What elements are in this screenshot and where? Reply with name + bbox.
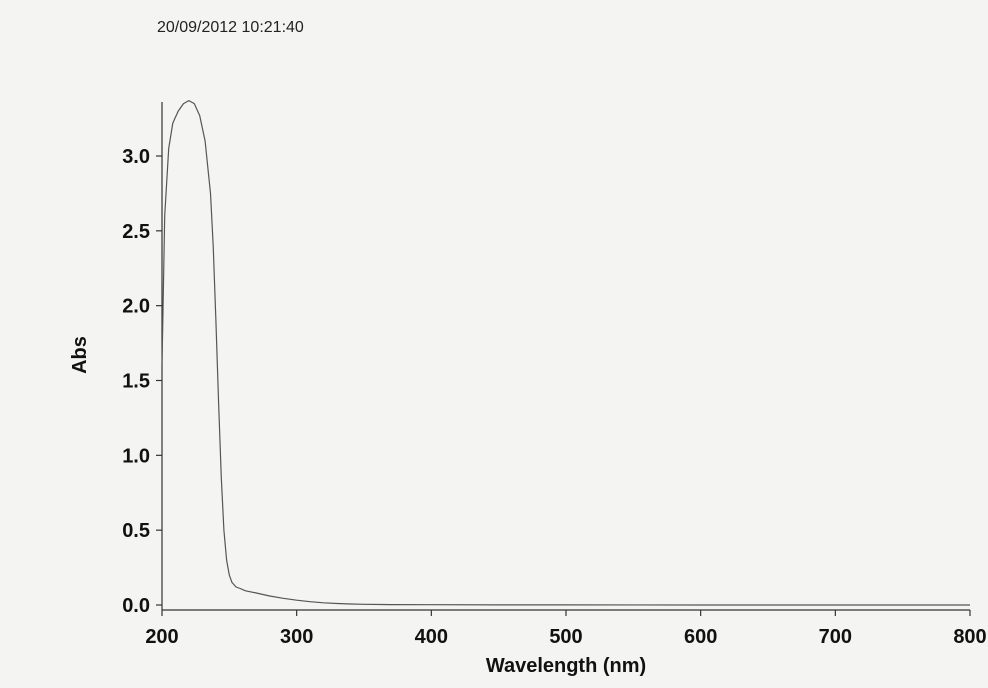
x-tick-label: 200 <box>145 626 178 648</box>
x-tick-label: 700 <box>819 626 852 648</box>
spectrum-line <box>161 99 970 606</box>
timestamp: 20/09/2012 10:21:40 <box>157 19 304 36</box>
y-tick-label: 3.0 <box>122 146 150 168</box>
x-tick-label: 500 <box>549 626 582 648</box>
x-axis-title: Wavelength (nm) <box>486 655 646 677</box>
y-tick-label: 2.5 <box>122 221 150 243</box>
x-tick-label: 800 <box>953 626 986 648</box>
x-tick-label: 300 <box>280 626 313 648</box>
x-tick-label: 600 <box>684 626 717 648</box>
y-axis-title: Abs <box>69 336 91 374</box>
y-tick-label: 0.5 <box>122 520 150 542</box>
y-tick-label: 0.0 <box>122 595 150 617</box>
y-tick-label: 1.5 <box>122 371 150 393</box>
y-tick-label: 2.0 <box>122 296 150 318</box>
y-tick-label: 1.0 <box>122 445 150 467</box>
x-tick-label: 400 <box>415 626 448 648</box>
